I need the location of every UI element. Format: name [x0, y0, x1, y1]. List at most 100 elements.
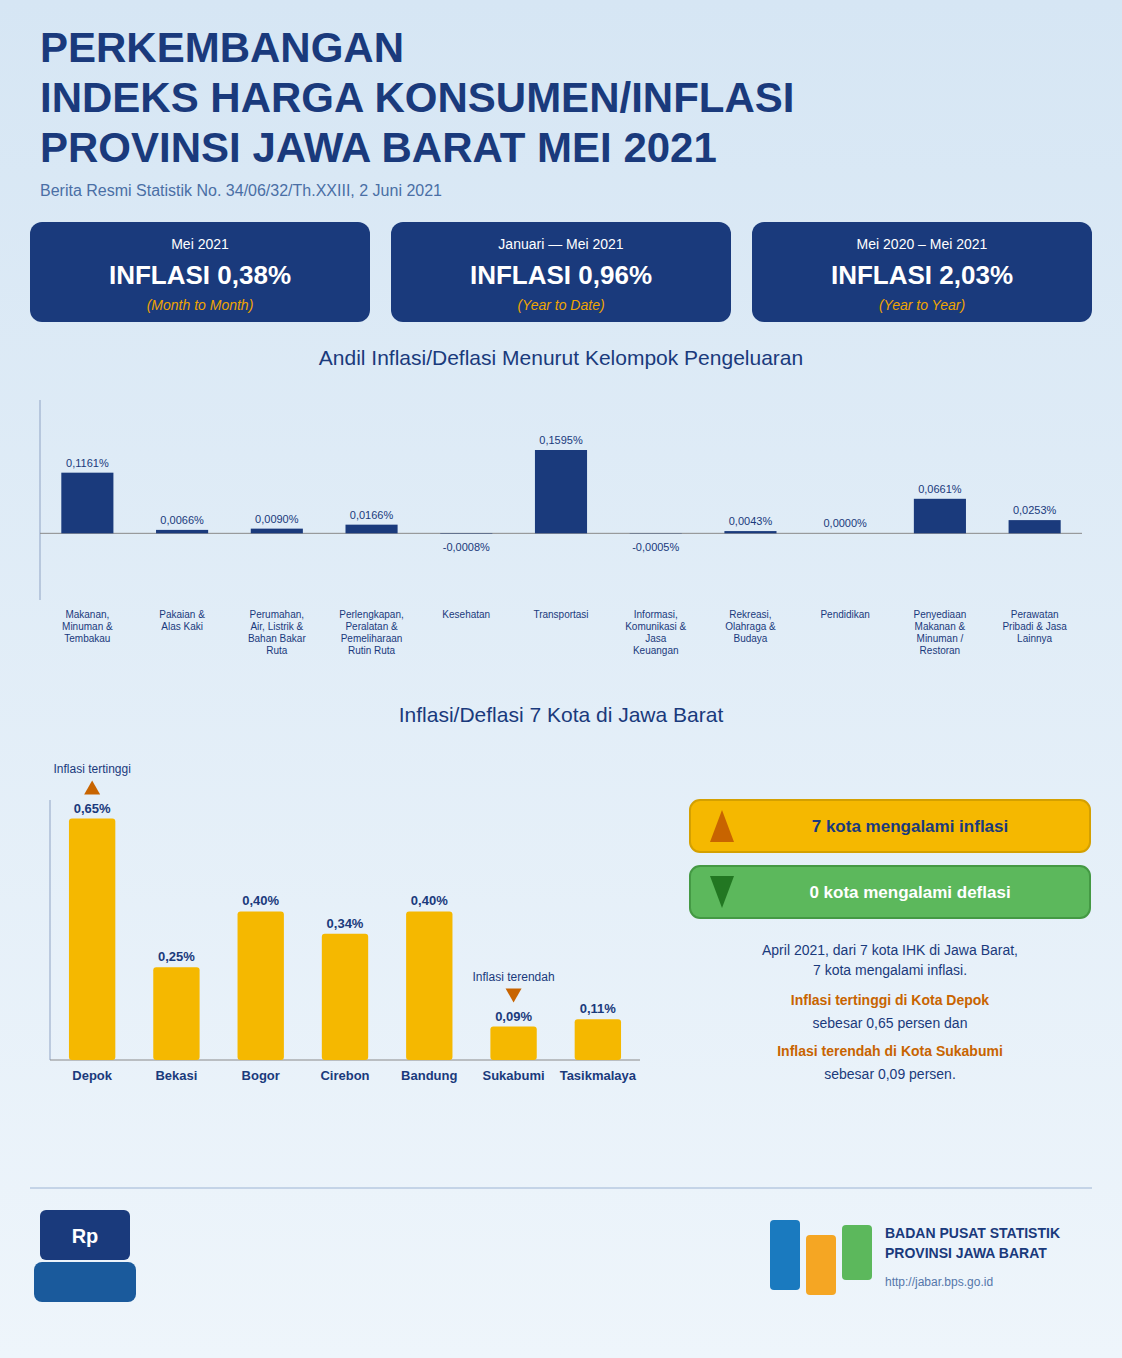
category-label-line: Olahraga & — [725, 621, 776, 632]
box-main: INFLASI 2,03% — [831, 260, 1013, 290]
category-label-line: Perlengkapan, — [339, 609, 404, 620]
category-label: Bekasi — [155, 1068, 197, 1083]
header-title: PERKEMBANGAN — [40, 24, 404, 71]
data-label: 0,0253% — [1013, 504, 1057, 516]
category-label: Tasikmalaya — [560, 1068, 637, 1083]
category-label: Cirebon — [320, 1068, 369, 1083]
logo-block — [806, 1235, 836, 1295]
bar — [535, 450, 587, 533]
y-axis — [40, 400, 41, 600]
legend-triangle-up — [710, 810, 734, 842]
category-label: Pakaian &Alas Kaki — [159, 609, 205, 632]
box-main: INFLASI 0,38% — [109, 260, 291, 290]
bar — [61, 473, 113, 534]
data-label: 0,09% — [495, 1009, 532, 1024]
box-period: Mei 2020 – Mei 2021 — [857, 236, 988, 252]
data-label: 0,1161% — [66, 457, 109, 469]
summary-box — [30, 222, 370, 322]
annotation: Inflasi terendah — [473, 970, 555, 984]
category-label: Pendidikan — [820, 609, 869, 620]
legend-deflasi — [690, 866, 1090, 918]
bars — [69, 819, 621, 1060]
bar — [69, 819, 115, 1060]
legend-inflasi — [690, 800, 1090, 852]
data-label: 0,25% — [158, 949, 195, 964]
category-label-line: Ruta — [266, 645, 288, 656]
data-label: 0,34% — [327, 916, 364, 931]
info-text: sebesar 0,09 persen. — [824, 1066, 956, 1082]
infographic: PERKEMBANGANINDEKS HARGA KONSUMEN/INFLAS… — [0, 0, 1122, 1358]
bar — [1009, 520, 1061, 533]
bar — [490, 1027, 536, 1060]
data-label: 0,40% — [411, 893, 448, 908]
legend-text: 7 kota mengalami inflasi — [812, 817, 1009, 836]
info-text: sebesar 0,65 persen dan — [813, 1015, 968, 1031]
data-label: 0,0043% — [729, 515, 773, 527]
category-label-line: Minuman / — [917, 633, 964, 644]
category-label: Perumahan,Air, Listrik &Bahan BakarRuta — [248, 609, 306, 656]
category-label-line: Lainnya — [1017, 633, 1052, 644]
rp-icon-text: Rp — [72, 1225, 99, 1247]
data-label: 0,11% — [580, 1001, 617, 1016]
background — [0, 0, 1122, 1358]
bar — [575, 1019, 621, 1060]
data-label: -0,0008% — [443, 541, 490, 553]
category-label-line: Tembakau — [64, 633, 110, 644]
box-sub: (Month to Month) — [147, 297, 254, 313]
category-label: PerawatanPribadi & JasaLainnya — [1002, 609, 1067, 644]
category-label-line: Alas Kaki — [161, 621, 203, 632]
info-text-line: 7 kota mengalami inflasi. — [813, 962, 967, 978]
category-label: PenyediaanMakanan &Minuman /Restoran — [913, 609, 966, 656]
category-label-line: Jasa — [645, 633, 667, 644]
legend-text: 0 kota mengalami deflasi — [809, 883, 1010, 902]
info-text: April 2021, dari 7 kota IHK di Jawa Bara… — [762, 942, 1018, 978]
footer-url: http://jabar.bps.go.id — [885, 1275, 993, 1289]
logo-block — [770, 1220, 800, 1290]
header-title: PROVINSI JAWA BARAT MEI 2021 — [40, 124, 717, 171]
category-label: Sukabumi — [483, 1068, 545, 1083]
category-label-line: Pribadi & Jasa — [1002, 621, 1067, 632]
bar — [251, 529, 303, 534]
footer-agency-line: PROVINSI JAWA BARAT — [885, 1245, 1047, 1261]
bar — [819, 533, 871, 534]
bar — [406, 911, 452, 1060]
marker-triangle — [506, 989, 522, 1003]
info-text: Inflasi terendah di Kota Sukabumi — [777, 1043, 1003, 1059]
marker-triangle — [84, 781, 100, 795]
category-label: Bogor — [242, 1068, 280, 1083]
category-label-line: Keuangan — [633, 645, 679, 656]
category-label: Makanan,Minuman &Tembakau — [62, 609, 113, 644]
bar-chart: 0,1161%0,0066%0,0090%0,0166%-0,0008%0,15… — [40, 400, 1082, 656]
data-label: 0,0661% — [918, 483, 962, 495]
category-label-line: Restoran — [920, 645, 961, 656]
rp-card — [40, 1210, 130, 1260]
bar — [630, 533, 682, 534]
footer-agency: BADAN PUSAT STATISTIK PROVINSI JAWA BARAT — [885, 1225, 1060, 1261]
bars — [61, 450, 1060, 534]
category-label-line: Perumahan, — [250, 609, 304, 620]
info-text-line: April 2021, dari 7 kota IHK di Jawa Bara… — [762, 942, 1018, 958]
data-label: 0,0090% — [255, 513, 299, 525]
bar — [153, 967, 199, 1060]
data-label: 0,65% — [74, 801, 111, 816]
bar — [914, 499, 966, 534]
logo-block — [842, 1225, 872, 1280]
category-label-line: Budaya — [733, 633, 767, 644]
box-period: Januari — Mei 2021 — [498, 236, 624, 252]
category-label: Informasi,Komunikasi &JasaKeuangan — [625, 609, 686, 656]
category-label-line: Bahan Bakar — [248, 633, 306, 644]
info-text: Inflasi tertinggi di Kota Depok — [791, 992, 990, 1008]
bar — [238, 911, 284, 1060]
category-label-line: Rutin Ruta — [348, 645, 396, 656]
header-subtitle: Berita Resmi Statistik No. 34/06/32/Th.X… — [40, 182, 442, 199]
legend-triangle-down — [710, 876, 734, 908]
header-title: INDEKS HARGA KONSUMEN/INFLASI — [40, 74, 794, 121]
category-label: Rekreasi,Olahraga &Budaya — [725, 609, 776, 644]
category-label-line: Makanan, — [65, 609, 109, 620]
y-axis — [50, 800, 51, 1060]
box-sub: (Year to Year) — [879, 297, 965, 313]
footer-agency-line: BADAN PUSAT STATISTIK — [885, 1225, 1060, 1241]
category-label: Perlengkapan,Peralatan &PemeliharaanRuti… — [339, 609, 404, 656]
category-label: Transportasi — [533, 609, 588, 620]
category-label-line: Air, Listrik & — [250, 621, 303, 632]
